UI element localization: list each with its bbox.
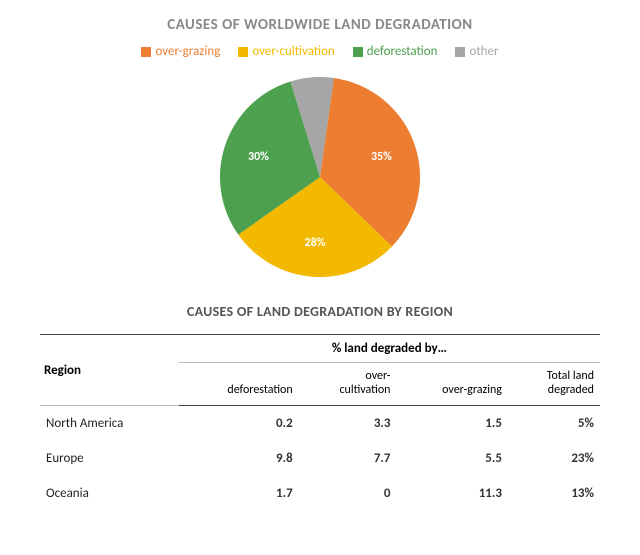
col-group: % land degraded by… <box>179 335 600 363</box>
pie-slice-label: 28% <box>305 236 326 250</box>
legend-item: deforestation <box>353 44 438 59</box>
cell-value: 11.3 <box>396 476 507 511</box>
legend-swatch-icon <box>455 47 465 57</box>
pie-slice-label: 7% <box>303 69 318 71</box>
table-row: Europe9.87.75.523% <box>40 441 600 476</box>
cell-value: 1.7 <box>179 476 299 511</box>
legend-item: over-cultivation <box>238 44 334 59</box>
legend-item: other <box>455 44 498 59</box>
legend-swatch-icon <box>238 47 248 57</box>
row-label: North America <box>40 406 179 442</box>
table-row: North America0.23.31.55% <box>40 406 600 442</box>
cell-value: 5.5 <box>396 441 507 476</box>
legend-swatch-icon <box>353 47 363 57</box>
cell-value: 9.8 <box>179 441 299 476</box>
legend-swatch-icon <box>141 47 151 57</box>
table-title: CAUSES OF LAND DEGRADATION BY REGION <box>40 303 600 320</box>
col-head: over-grazing <box>396 363 507 406</box>
legend-label: other <box>469 44 498 59</box>
pie-chart: 35% 28% 30% 7% <box>190 69 450 289</box>
figure-container: CAUSES OF WORLDWIDE LAND DEGRADATION ove… <box>0 0 640 531</box>
cell-value: 7.7 <box>299 441 397 476</box>
table-header-row-1: Region % land degraded by… <box>40 335 600 363</box>
cell-value: 3.3 <box>299 406 397 442</box>
pie-legend: over-grazing over-cultivation deforestatio… <box>40 44 600 59</box>
cell-value: 23% <box>508 441 600 476</box>
legend-label: deforestation <box>367 44 438 59</box>
legend-label: over-cultivation <box>252 44 334 59</box>
pie-chart-title: CAUSES OF WORLDWIDE LAND DEGRADATION <box>40 16 600 34</box>
table-row: Oceania1.7011.313% <box>40 476 600 511</box>
col-head: Total landdegraded <box>508 363 600 406</box>
cell-value: 1.5 <box>396 406 507 442</box>
col-head: over-cultivation <box>299 363 397 406</box>
col-region: Region <box>40 335 179 406</box>
pie-chart-wrap: 35% 28% 30% 7% <box>40 69 600 289</box>
cell-value: 13% <box>508 476 600 511</box>
cell-value: 5% <box>508 406 600 442</box>
legend-item: over-grazing <box>141 44 220 59</box>
col-head: deforestation <box>179 363 299 406</box>
degradation-table: Region % land degraded by… deforestation… <box>40 334 600 511</box>
cell-value: 0.2 <box>179 406 299 442</box>
pie-slice-label: 30% <box>248 150 269 164</box>
row-label: Europe <box>40 441 179 476</box>
row-label: Oceania <box>40 476 179 511</box>
legend-label: over-grazing <box>155 44 220 59</box>
pie-slice-label: 35% <box>371 150 392 164</box>
cell-value: 0 <box>299 476 397 511</box>
